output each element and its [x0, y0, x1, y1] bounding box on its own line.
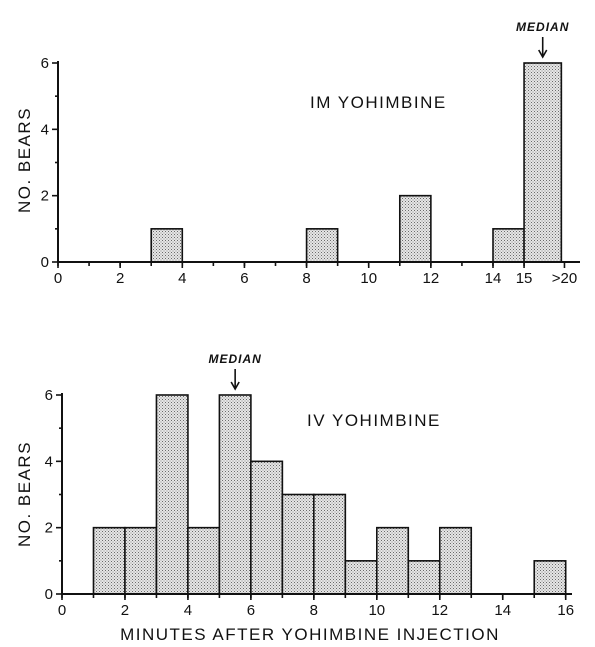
panel-title: IM YOHIMBINE: [310, 93, 447, 112]
x-tick-label: 6: [247, 602, 255, 619]
histogram-bar: [398, 194, 432, 263]
x-tick-label: 16: [557, 602, 574, 619]
x-tick-label: 15: [516, 270, 533, 287]
x-tick-label: 6: [240, 270, 248, 287]
x-tick-label: 2: [121, 602, 129, 619]
x-tick-label: 4: [184, 602, 192, 619]
median-arrowhead: [538, 49, 548, 59]
x-tick-label: 0: [54, 270, 62, 287]
median-label: MEDIAN: [208, 352, 261, 366]
histogram-bar: [250, 460, 284, 595]
x-tick-label: 12: [431, 602, 448, 619]
histogram-bar: [407, 560, 441, 595]
x-tick-label: 0: [58, 602, 66, 619]
y-tick-label: 2: [41, 188, 49, 205]
histogram-bar: [533, 560, 567, 595]
x-tick-label: 4: [178, 270, 186, 287]
y-axis-label: NO. BEARS: [15, 107, 34, 213]
y-axis-label: NO. BEARS: [15, 441, 34, 547]
y-tick-label: 6: [45, 387, 53, 404]
y-tick-label: 4: [41, 121, 49, 138]
histogram-bar: [155, 394, 189, 595]
histogram-bar: [492, 228, 525, 263]
histogram-bar: [187, 526, 221, 595]
histogram-bar: [281, 493, 315, 595]
histogram-bar: [218, 394, 252, 595]
y-tick-label: 6: [41, 55, 49, 72]
histogram-bar: [376, 526, 410, 595]
y-tick-label: 0: [41, 254, 49, 271]
x-tick-label: >20: [552, 270, 577, 287]
x-tick-label: 10: [360, 270, 377, 287]
y-tick-label: 2: [45, 520, 53, 537]
iv-yohimbine-panel: NO. BEARS IV YOHIMBINE MINUTES AFTER YOH…: [15, 352, 574, 644]
y-tick-label: 4: [45, 453, 53, 470]
histogram-bar: [92, 526, 126, 595]
x-tick-label: 2: [116, 270, 124, 287]
x-tick-label: 8: [302, 270, 310, 287]
x-tick-label: 14: [485, 270, 502, 287]
histogram-bar: [150, 228, 184, 263]
histogram-bar: [305, 228, 339, 263]
histogram-bar: [438, 526, 473, 595]
panel-title: IV YOHIMBINE: [307, 411, 441, 430]
im-yohimbine-panel: NO. BEARS IM YOHIMBINE 0 2 4 6 0 2 4 6 8 10 12 14 15…: [15, 20, 580, 287]
x-tick-label: 10: [368, 602, 385, 619]
median-label: MEDIAN: [516, 20, 569, 34]
y-tick-label: 0: [45, 586, 53, 603]
histogram-bar: [344, 560, 378, 595]
histogram-bar: [523, 62, 563, 263]
histogram-bar: [124, 526, 158, 595]
x-tick-label: 8: [310, 602, 318, 619]
x-tick-label: 14: [494, 602, 511, 619]
histogram-bar: [313, 493, 347, 595]
median-arrowhead: [230, 381, 240, 391]
x-tick-label: 12: [423, 270, 440, 287]
x-axis-label: MINUTES AFTER YOHIMBINE INJECTION: [120, 625, 500, 644]
